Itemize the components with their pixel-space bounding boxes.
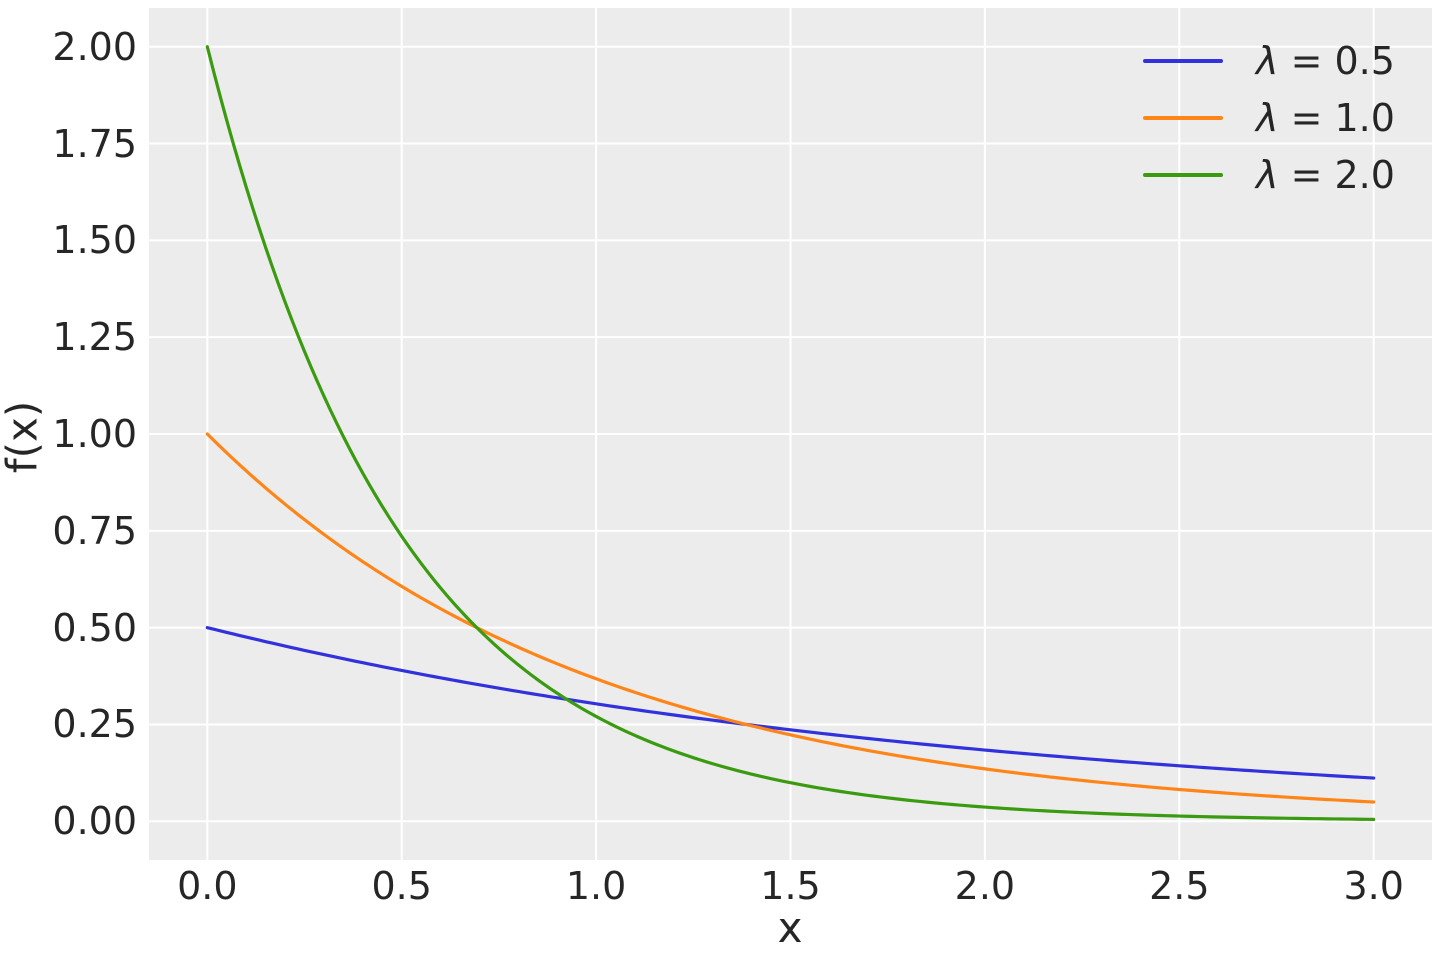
legend-line-sample <box>1143 58 1223 63</box>
x-tick-label: 0.5 <box>371 864 432 908</box>
x-tick-label: 2.0 <box>954 864 1016 908</box>
y-tick-label: 0.50 <box>52 605 137 650</box>
legend-item: λ = 2.0 <box>1143 146 1395 203</box>
x-tick-label: 1.5 <box>760 864 821 908</box>
legend-line-sample <box>1143 172 1223 177</box>
lambda-symbol: λ <box>1256 38 1279 83</box>
y-tick-label: 0.00 <box>52 799 137 844</box>
x-tick-label: 0.0 <box>177 864 238 908</box>
y-tick-label: 1.00 <box>52 412 137 456</box>
x-tick-label: 2.5 <box>1149 864 1210 908</box>
y-tick-label: 1.75 <box>52 121 137 166</box>
y-tick-label: 1.25 <box>52 315 137 360</box>
y-axis-label: f(x) <box>0 400 47 474</box>
y-tick-label: 2.00 <box>52 24 137 69</box>
legend-item: λ = 0.5 <box>1143 32 1395 89</box>
legend: λ = 0.5 λ = 1.0 λ = 2.0 <box>1143 32 1395 203</box>
lambda-symbol: λ <box>1256 95 1279 140</box>
legend-item: λ = 1.0 <box>1143 89 1395 146</box>
y-tick-label: 0.75 <box>52 508 137 553</box>
legend-item-label: λ = 2.0 <box>1256 152 1395 197</box>
x-tick-label: 1.0 <box>565 864 627 908</box>
lambda-symbol: λ <box>1256 152 1279 197</box>
x-tick-label: 3.0 <box>1343 864 1404 908</box>
curve-lambda-2 <box>205 45 1376 821</box>
curve-lambda-0.5 <box>205 626 1376 780</box>
y-tick-label: 1.50 <box>52 218 137 263</box>
legend-line-sample <box>1143 115 1223 120</box>
curve-lambda-1 <box>205 432 1376 804</box>
y-tick-label: 0.25 <box>52 702 137 747</box>
legend-item-label: λ = 1.0 <box>1256 95 1395 140</box>
x-axis-label: x <box>777 903 803 952</box>
legend-item-label: λ = 0.5 <box>1256 38 1395 83</box>
